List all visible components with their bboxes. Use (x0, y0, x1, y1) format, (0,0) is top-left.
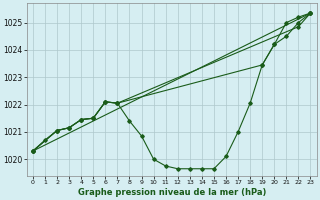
X-axis label: Graphe pression niveau de la mer (hPa): Graphe pression niveau de la mer (hPa) (77, 188, 266, 197)
